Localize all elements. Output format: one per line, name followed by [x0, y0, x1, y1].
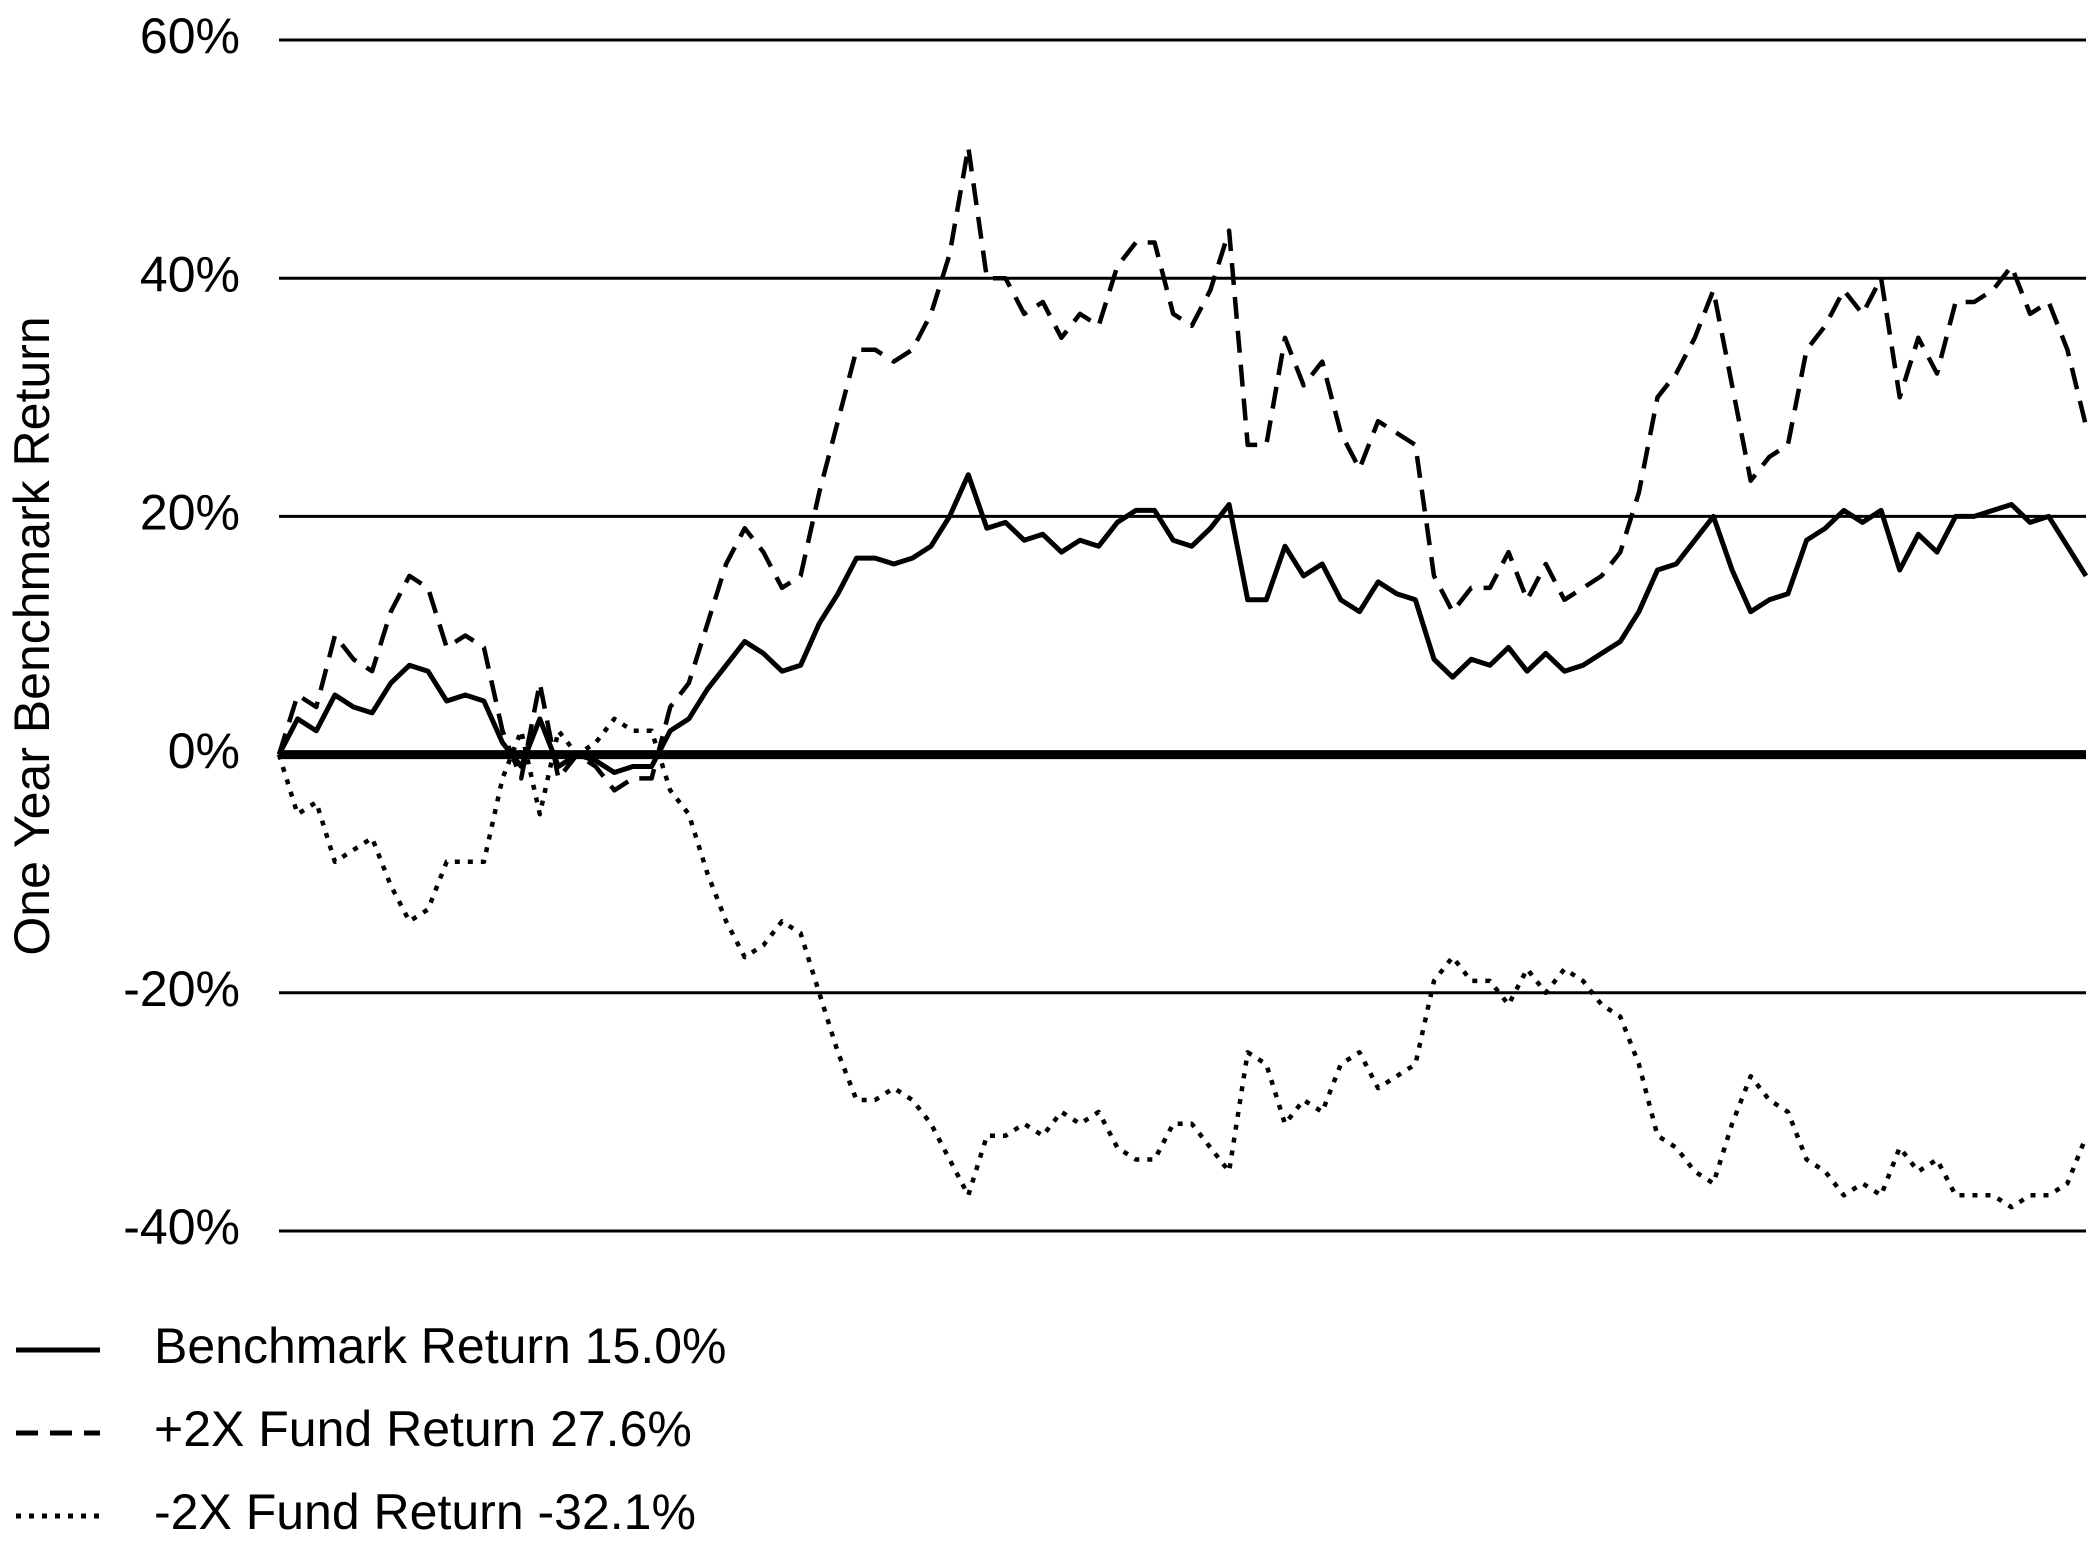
- y-axis-label: One Year Benchmark Return: [4, 316, 60, 955]
- y-tick-label: 60%: [140, 8, 240, 64]
- series-line: [276, 716, 2089, 1210]
- y-tick-label: -40%: [123, 1199, 240, 1255]
- y-tick-label: -20%: [123, 961, 240, 1017]
- y-tick-label: 20%: [140, 485, 240, 541]
- series-line: [276, 472, 2089, 775]
- series-line: [276, 144, 2089, 793]
- legend-label: Benchmark Return 15.0%: [154, 1318, 727, 1374]
- y-tick-label: 40%: [140, 246, 240, 302]
- legend-label: +2X Fund Return 27.6%: [154, 1401, 692, 1457]
- y-tick-label: 0%: [168, 723, 240, 779]
- legend-label: -2X Fund Return -32.1%: [154, 1484, 696, 1540]
